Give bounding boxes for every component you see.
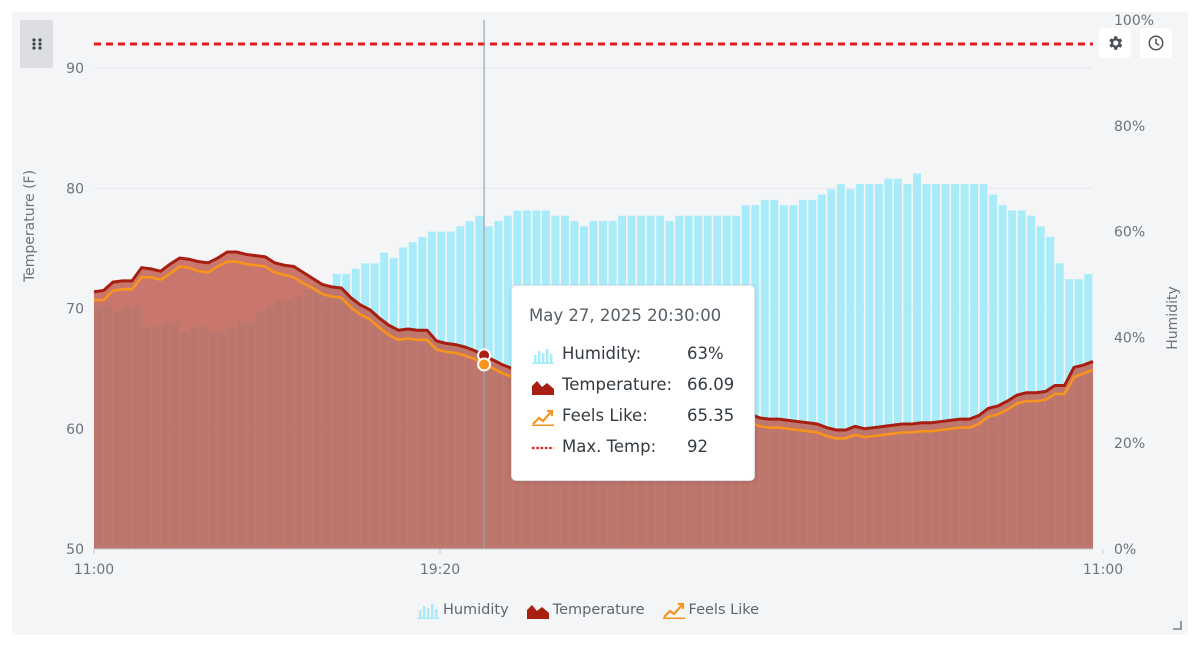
bar-chart-icon [416, 604, 439, 619]
clock-icon [1148, 35, 1164, 51]
dotted-line-icon [532, 446, 554, 450]
humidity-bar [903, 183, 912, 550]
humidity-bar [779, 205, 788, 549]
y-right-tick-label: 100% [1114, 13, 1154, 29]
humidity-bar [865, 183, 874, 550]
tooltip-row-humidity: Humidity: 63% [532, 343, 747, 367]
legend-item-temperature[interactable]: Temperature [526, 598, 645, 622]
humidity-bar [884, 178, 893, 549]
y-left-axis-title: Temperature (F) [22, 170, 38, 283]
humidity-bar [836, 183, 845, 550]
humidity-bar [932, 183, 940, 550]
data-tooltip: May 27, 2025 20:30:00 Humidity: 63% Temp… [511, 285, 755, 481]
tooltip-value: 92 [687, 437, 708, 456]
y-left-tick-label: 70 [66, 302, 84, 318]
humidity-bar [817, 194, 826, 549]
humidity-bar [751, 205, 760, 549]
y-left-tick-label: 90 [66, 61, 84, 77]
legend-item-feels-like[interactable]: Feels Like [662, 598, 760, 622]
axis-ticks: 50 60 70 80 90 0% 20% 40% 60% 80% 100% 11:00 19:20 11… [66, 13, 1154, 578]
tooltip-value: 65.35 [687, 406, 735, 425]
legend-label: Feels Like [688, 602, 760, 618]
y-right-tick-label: 40% [1114, 330, 1145, 346]
humidity-bar [970, 183, 979, 550]
y-left-tick-label: 60 [66, 422, 84, 438]
temperature-area-fill [94, 252, 1093, 550]
humidity-bar [846, 189, 855, 549]
line-chart-icon [532, 410, 554, 426]
feels-like-marker [477, 357, 492, 372]
humidity-bar [960, 183, 969, 550]
x-tick-label: 19:20 [420, 562, 460, 578]
tooltip-timestamp: May 27, 2025 20:30:00 [529, 306, 722, 325]
y-right-tick-label: 20% [1114, 436, 1145, 452]
humidity-bar [1008, 210, 1017, 549]
chart-legend: Humidity Temperature Feels Like [0, 598, 1176, 622]
area-chart-icon [532, 381, 554, 395]
humidity-bar [798, 199, 807, 550]
bar-chart-icon [532, 349, 554, 364]
area-chart-icon [526, 605, 549, 619]
legend-item-humidity[interactable]: Humidity [416, 598, 509, 622]
humidity-bar [827, 189, 836, 549]
humidity-bar [855, 183, 864, 550]
tooltip-value: 63% [687, 344, 724, 363]
y-right-axis-title: Humidity [1165, 286, 1181, 349]
tooltip-name: Feels Like: [562, 406, 648, 425]
humidity-bar [1027, 215, 1036, 550]
resize-handle-icon[interactable] [1172, 620, 1182, 630]
drag-handle-icon[interactable] [20, 20, 53, 68]
humidity-bar [770, 199, 779, 550]
tooltip-value: 66.09 [687, 375, 735, 394]
y-left-tick-label: 50 [66, 542, 84, 558]
gear-icon [1109, 36, 1123, 50]
line-chart-icon [662, 603, 685, 619]
crosshair [477, 20, 492, 549]
legend-label: Temperature [552, 602, 645, 618]
humidity-bar [989, 194, 998, 549]
humidity-bar [789, 205, 798, 549]
tooltip-row-max-temp: Max. Temp: 92 [532, 436, 747, 460]
humidity-bar [922, 183, 931, 550]
humidity-bar [913, 173, 921, 549]
tooltip-row-temperature: Temperature: 66.09 [532, 374, 747, 398]
history-button[interactable] [1140, 28, 1172, 58]
y-right-tick-label: 80% [1114, 119, 1145, 135]
legend-label: Humidity [442, 602, 509, 618]
humidity-bar [979, 183, 988, 550]
y-right-tick-label: 60% [1114, 225, 1145, 241]
humidity-bar [998, 205, 1007, 549]
x-tick-label: 11:00 [74, 562, 114, 578]
humidity-bar [808, 199, 817, 550]
humidity-bar [760, 199, 769, 550]
tooltip-row-feels-like: Feels Like: 65.35 [532, 405, 747, 429]
y-left-tick-label: 80 [66, 181, 84, 197]
tooltip-name: Humidity: [562, 344, 642, 363]
humidity-bar [1036, 226, 1045, 549]
x-tick-label: 11:00 [1083, 562, 1123, 578]
y-right-tick-label: 0% [1114, 542, 1136, 558]
humidity-bar [941, 183, 950, 550]
tooltip-name: Max. Temp: [562, 437, 657, 456]
humidity-bar [1017, 210, 1026, 549]
humidity-bar [951, 183, 959, 550]
humidity-bar [894, 178, 902, 549]
humidity-bar [874, 183, 883, 550]
settings-button[interactable] [1099, 28, 1131, 58]
tooltip-name: Temperature: [562, 375, 673, 394]
